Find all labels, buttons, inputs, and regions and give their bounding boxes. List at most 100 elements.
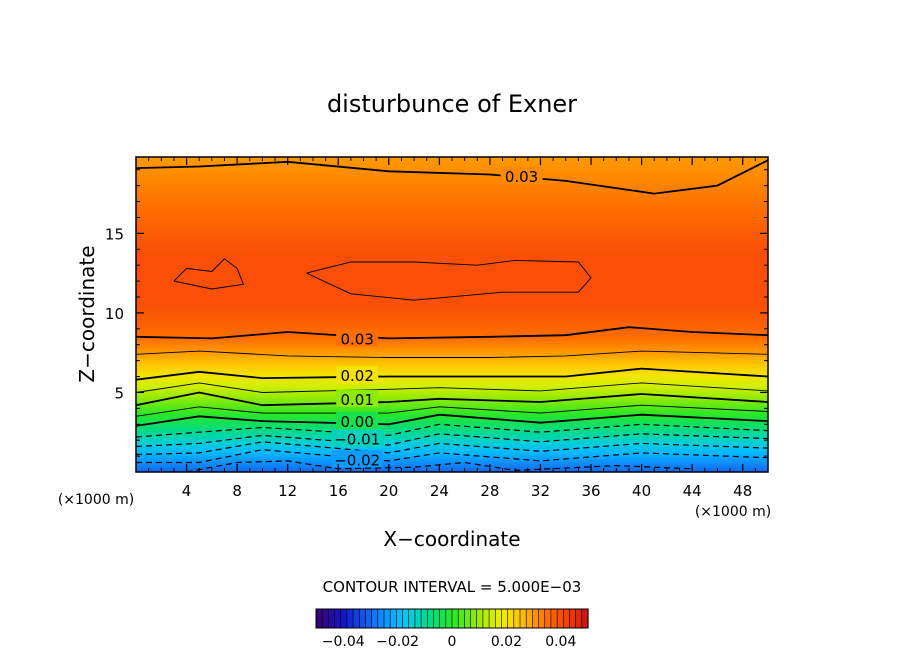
x-tick-label-4: 20	[379, 482, 398, 500]
x-tick-label-6: 28	[480, 482, 499, 500]
colorbar-cell	[457, 608, 465, 629]
contour-lines	[136, 159, 768, 472]
colorbar-cell	[396, 608, 404, 629]
y-tick-label-0: 5	[114, 384, 124, 402]
colorbar-cell	[532, 608, 540, 629]
colorbar	[315, 608, 589, 629]
colorbar-cell	[352, 608, 360, 629]
contour-label-1: 0.03	[340, 330, 373, 348]
colorbar-cell	[550, 608, 558, 629]
colorbar-cell	[513, 608, 521, 629]
contour-line-12	[136, 441, 768, 456]
colorbar-tick-label-4: 0.04	[545, 634, 576, 650]
colorbar-cell	[408, 608, 416, 629]
x-tick-label-1: 8	[232, 482, 242, 500]
contour-label-bg-6	[331, 450, 383, 468]
contour-interval-label: CONTOUR INTERVAL = 5.000E−03	[323, 578, 582, 596]
contour-label-bg-1	[336, 329, 379, 347]
colorbar-cell	[507, 608, 515, 629]
contour-label-2: 0.02	[340, 367, 373, 385]
contour-line-6	[136, 382, 768, 393]
colorbar-cell	[569, 608, 577, 629]
contour-line-4	[136, 350, 768, 358]
contour-label-0: 0.03	[505, 168, 538, 186]
contour-line-0	[136, 159, 768, 195]
colorbar-frame	[315, 608, 589, 629]
colorbar-cell	[538, 608, 546, 629]
colorbar-tick-label-0: −0.04	[322, 634, 365, 650]
colorbar-tick-label-3: 0.02	[491, 634, 522, 650]
colorbar-cell	[482, 608, 490, 629]
y-tick-label-2: 15	[105, 225, 124, 243]
colorbar-cell	[581, 608, 589, 629]
colorbar-cell	[556, 608, 564, 629]
colorbar-cell	[371, 608, 379, 629]
contour-label-bg-3	[336, 389, 379, 407]
colorbar-cell	[334, 608, 342, 629]
colorbar-tick-labels: −0.04 −0.02 0 0.02 0.04	[322, 634, 577, 650]
colorbar-cell	[476, 608, 484, 629]
colorbar-cell	[420, 608, 428, 629]
contour-line-1	[173, 258, 245, 290]
colorbar-cell	[494, 608, 503, 629]
colorbar-cell	[445, 608, 453, 629]
x-tick-label-7: 32	[531, 482, 550, 500]
contour-label-4: 0.00	[340, 413, 373, 431]
colorbar-cell	[358, 608, 367, 629]
x-axis-label: X−coordinate	[383, 527, 520, 551]
colorbar-cell	[402, 608, 410, 629]
y-axis-label: Z−coordinate	[75, 245, 99, 382]
colorbar-cell	[451, 608, 459, 629]
colorbar-cell	[328, 608, 336, 629]
filled-contour-field	[136, 157, 768, 472]
x-unit-label: (×1000 m)	[695, 504, 771, 520]
chart-title: disturbunce of Exner	[327, 90, 577, 118]
colorbar-cell	[315, 608, 323, 629]
y-tick-label-1: 10	[105, 305, 124, 323]
x-tick-label-8: 36	[581, 482, 600, 500]
colorbar-cell	[346, 608, 354, 629]
x-tick-label-2: 12	[278, 482, 297, 500]
contour-line-11	[136, 433, 768, 448]
contour-line-2	[306, 259, 592, 301]
colorbar-cell	[340, 608, 348, 629]
contour-label-bg-2	[336, 365, 379, 383]
x-tick-label-11: 48	[733, 482, 752, 500]
contour-label-5: −0.01	[334, 431, 380, 449]
colorbar-cell	[383, 608, 391, 629]
contour-label-bg-4	[336, 412, 379, 430]
colorbar-cell	[389, 608, 397, 629]
contour-label-bg-0	[500, 167, 543, 185]
colorbar-cell	[377, 608, 385, 629]
colorbar-cell	[525, 608, 533, 629]
contour-line-3	[136, 326, 768, 340]
x-tick-label-5: 24	[430, 482, 449, 500]
x-tick-label-10: 44	[683, 482, 702, 500]
y-unit-label: (×1000 m)	[58, 492, 134, 508]
contour-line-13	[136, 449, 768, 464]
colorbar-cell	[562, 608, 571, 629]
x-tick-label-3: 16	[329, 482, 348, 500]
colorbar-cell	[433, 608, 441, 629]
colorbar-cell	[426, 608, 435, 629]
colorbar-cell	[575, 608, 583, 629]
colorbar-cell	[321, 608, 329, 629]
contour-label-3: 0.01	[340, 391, 373, 409]
colorbar-cell	[501, 608, 509, 629]
x-tick-label-0: 4	[182, 482, 192, 500]
colorbar-cell	[414, 608, 422, 629]
contour-line-7	[136, 391, 768, 407]
x-tick-label-9: 40	[632, 482, 651, 500]
colorbar-cell	[365, 608, 373, 629]
colorbar-cell	[544, 608, 552, 629]
contour-label-bg-5	[331, 429, 383, 447]
colorbar-cell	[488, 608, 496, 629]
contour-line-10	[136, 423, 768, 438]
contour-line-5	[136, 367, 768, 381]
contour-label-6: −0.02	[334, 451, 380, 469]
contour-line-8	[136, 404, 768, 417]
contour-labels: 0.03 0.03 0.02 0.01 0.00−0.01 −0.02	[331, 167, 543, 469]
field-fill	[136, 157, 768, 472]
